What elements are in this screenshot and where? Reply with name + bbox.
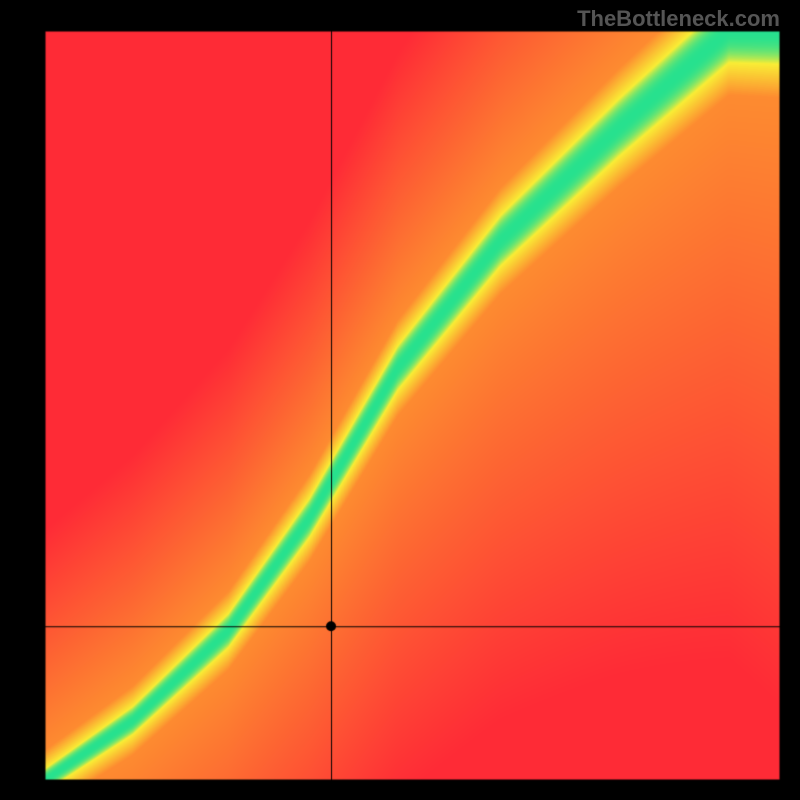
chart-container: TheBottleneck.com [0,0,800,800]
watermark-text: TheBottleneck.com [577,6,780,32]
bottleneck-heatmap [0,0,800,800]
